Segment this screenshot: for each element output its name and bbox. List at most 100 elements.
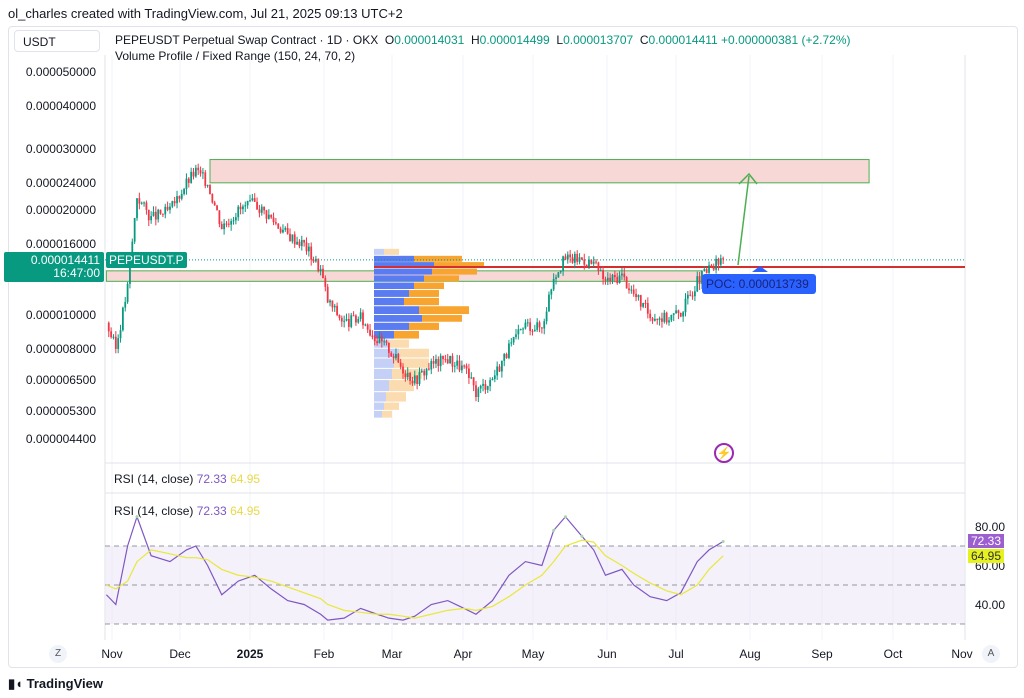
candle-body <box>307 246 310 252</box>
candle-body <box>129 261 131 284</box>
candle-body <box>435 359 437 364</box>
candle-body <box>166 206 169 210</box>
candle-body <box>590 259 593 264</box>
candle-body <box>402 366 404 374</box>
y-tick: 0.000006500 <box>25 373 96 388</box>
candle-body <box>107 322 110 332</box>
rsi-legend-collapsed[interactable]: RSI (14, close) 72.33 64.95 <box>114 472 260 486</box>
candle-body <box>545 311 548 322</box>
candle-body <box>143 202 145 204</box>
candle-body <box>449 355 451 364</box>
candle-body <box>242 206 244 210</box>
volume-profile-up-bar <box>374 392 386 402</box>
candle-body <box>322 268 324 278</box>
candle-body <box>670 314 673 321</box>
candle-body <box>573 253 576 263</box>
candle-body <box>272 217 275 223</box>
candle-body <box>653 318 656 321</box>
candle-body <box>618 275 621 284</box>
candle-body <box>366 324 369 330</box>
zoom-reset-button[interactable]: Z <box>49 645 67 663</box>
rsi-value: 72.33 <box>196 504 227 518</box>
candle-body <box>267 214 270 219</box>
volume-profile-up-bar <box>374 297 404 306</box>
candle-body <box>550 289 553 295</box>
rsi-overbought-point <box>552 528 556 532</box>
candle-body <box>383 341 386 343</box>
candle-body <box>585 264 588 267</box>
rsi-label: RSI (14, close) <box>114 472 194 486</box>
candle-body <box>639 295 642 307</box>
candle-body <box>197 167 200 171</box>
y-tick: 0.000016000 <box>25 237 96 252</box>
volume-profile-up-bar <box>374 330 394 339</box>
candle-body <box>451 355 454 367</box>
candle-body <box>679 313 682 317</box>
candle-body <box>411 380 414 384</box>
low-label: L <box>556 33 564 47</box>
candle-body <box>190 171 193 183</box>
candle-body <box>576 253 579 262</box>
candle-body <box>145 202 148 210</box>
rsi-legend[interactable]: RSI (14, close) 72.33 64.95 <box>114 504 260 518</box>
candle-body <box>131 241 134 262</box>
candle-body <box>216 205 218 211</box>
candle-body <box>571 257 574 263</box>
candle-body <box>303 239 306 243</box>
candle-body <box>343 320 346 322</box>
candle-body <box>110 331 113 338</box>
candle-body <box>291 234 294 242</box>
x-tick: Nov <box>951 647 973 661</box>
candle-body <box>385 341 388 343</box>
last-price-label: 0.000014411 16:47:00 <box>4 252 104 282</box>
candle-body <box>472 377 475 386</box>
candle-body <box>566 254 569 260</box>
candle-body <box>538 322 541 328</box>
currency-button[interactable]: USDT <box>14 30 100 52</box>
candle-body <box>442 355 444 360</box>
auto-scale-button[interactable]: A <box>982 645 1000 663</box>
candle-body <box>479 385 482 389</box>
candle-body <box>555 277 557 279</box>
candle-body <box>279 228 282 233</box>
candle-body <box>649 313 652 319</box>
candle-body <box>289 233 291 242</box>
lightning-icon[interactable]: ⚡ <box>714 443 734 463</box>
volume-profile-down-bar <box>414 255 462 262</box>
candle-body <box>265 210 268 219</box>
candle-body <box>526 322 529 324</box>
candle-body <box>277 223 280 229</box>
rsi-overbought-point <box>580 534 584 538</box>
rsi-ma-tag: 64.95 <box>968 549 1005 563</box>
volume-profile-down-bar <box>382 410 392 418</box>
candle-body <box>540 327 543 329</box>
candle-body <box>682 312 685 317</box>
y-tick: 0.000008000 <box>25 341 96 356</box>
x-tick: Nov <box>101 647 123 661</box>
candle-body <box>675 310 677 314</box>
candle-body <box>336 305 338 316</box>
candle-body <box>456 360 459 366</box>
candle-body <box>246 200 249 206</box>
volume-profile-down-bar <box>384 402 399 410</box>
volume-profile-up-bar <box>374 358 394 368</box>
candle-body <box>387 342 390 353</box>
x-tick: Oct <box>883 647 903 661</box>
candle-body <box>180 194 183 199</box>
candle-body <box>689 294 692 296</box>
volume-profile-down-bar <box>386 392 406 402</box>
candle-body <box>588 259 590 267</box>
y-tick: 0.000030000 <box>25 142 96 157</box>
x-tick: Feb <box>313 647 335 661</box>
candle-body <box>333 305 336 308</box>
volume-profile-down-bar <box>389 380 414 392</box>
candle-body <box>315 258 317 262</box>
indicator-label[interactable]: Volume Profile / Fixed Range (150, 24, 7… <box>115 49 356 63</box>
candle-body <box>533 329 536 332</box>
candle-body <box>171 201 174 207</box>
rsi-value: 72.33 <box>196 472 227 486</box>
candle-body <box>708 265 710 273</box>
candle-body <box>406 372 409 377</box>
candle-body <box>663 312 666 322</box>
